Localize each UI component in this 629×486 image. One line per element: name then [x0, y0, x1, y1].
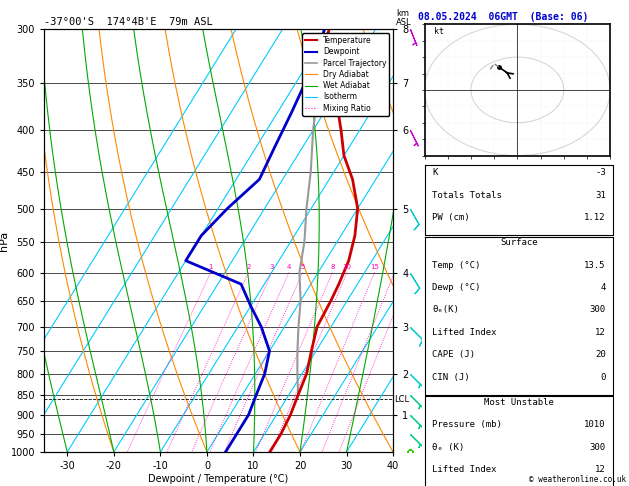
- Text: Lifted Index: Lifted Index: [432, 465, 497, 474]
- Text: 2: 2: [246, 264, 250, 271]
- Text: 08.05.2024  06GMT  (Base: 06): 08.05.2024 06GMT (Base: 06): [418, 12, 589, 22]
- Text: 12: 12: [595, 465, 606, 474]
- Text: Pressure (mb): Pressure (mb): [432, 420, 502, 429]
- Text: Most Unstable: Most Unstable: [484, 398, 554, 407]
- Text: PW (cm): PW (cm): [432, 213, 470, 222]
- Text: CAPE (J): CAPE (J): [432, 350, 475, 359]
- Text: 31: 31: [595, 191, 606, 200]
- Text: Surface: Surface: [500, 239, 538, 247]
- Text: Totals Totals: Totals Totals: [432, 191, 502, 200]
- Text: 1010: 1010: [584, 420, 606, 429]
- Text: LCL: LCL: [394, 395, 409, 403]
- Text: -37°00'S  174°4B'E  79m ASL: -37°00'S 174°4B'E 79m ASL: [44, 17, 213, 27]
- Text: 1: 1: [208, 264, 213, 271]
- Text: 20: 20: [595, 350, 606, 359]
- Text: 12: 12: [595, 328, 606, 337]
- Text: 300: 300: [589, 306, 606, 314]
- Text: -3: -3: [595, 168, 606, 177]
- Text: θₑ(K): θₑ(K): [432, 306, 459, 314]
- Text: 4: 4: [600, 283, 606, 292]
- X-axis label: Dewpoint / Temperature (°C): Dewpoint / Temperature (°C): [148, 474, 289, 484]
- Text: Dewp (°C): Dewp (°C): [432, 283, 481, 292]
- Text: 15: 15: [370, 264, 379, 271]
- Text: 8: 8: [330, 264, 335, 271]
- Text: CIN (J): CIN (J): [432, 373, 470, 382]
- Text: 3: 3: [269, 264, 274, 271]
- Text: 0: 0: [600, 373, 606, 382]
- Text: kt: kt: [434, 27, 444, 36]
- Text: 1.12: 1.12: [584, 213, 606, 222]
- Legend: Temperature, Dewpoint, Parcel Trajectory, Dry Adiabat, Wet Adiabat, Isotherm, Mi: Temperature, Dewpoint, Parcel Trajectory…: [302, 33, 389, 116]
- Text: θₑ (K): θₑ (K): [432, 443, 464, 451]
- Text: Temp (°C): Temp (°C): [432, 261, 481, 270]
- Text: © weatheronline.co.uk: © weatheronline.co.uk: [529, 474, 626, 484]
- Text: km
ASL: km ASL: [396, 9, 412, 27]
- Text: 300: 300: [589, 443, 606, 451]
- Text: 13.5: 13.5: [584, 261, 606, 270]
- Text: 4: 4: [287, 264, 291, 271]
- Text: Lifted Index: Lifted Index: [432, 328, 497, 337]
- Text: 5: 5: [301, 264, 304, 271]
- Text: K: K: [432, 168, 438, 177]
- Y-axis label: hPa: hPa: [0, 230, 9, 251]
- Text: 10: 10: [343, 264, 352, 271]
